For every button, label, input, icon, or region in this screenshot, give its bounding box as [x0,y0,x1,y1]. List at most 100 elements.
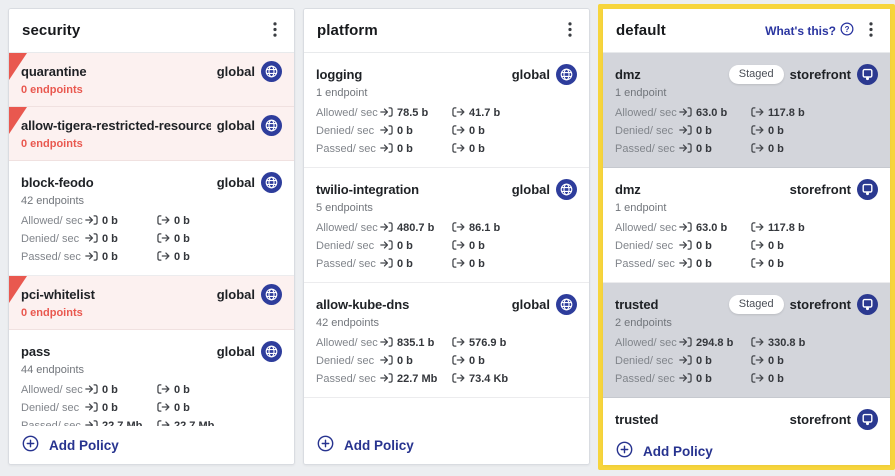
add-policy-button[interactable]: Add Policy [22,435,119,455]
policy-title-row: logging global [316,63,577,85]
ingress-icon [679,122,692,140]
stat-ingress: 0 b [85,399,157,417]
stat-egress: 0 b [751,140,878,158]
policy-title-row: dmz Staged storefront [615,63,878,85]
egress-value: 330.8 b [768,337,806,349]
policy-title-row: allow-kube-dns global [316,293,577,315]
ingress-icon [85,417,98,426]
add-policy-label: Add Policy [344,437,414,453]
ingress-value: 0 b [696,355,712,367]
ingress-icon [679,352,692,370]
policy-card[interactable]: trusted Staged storefront 2 endpoints Allowe… [603,283,890,398]
whats-this-link[interactable]: What's this?? [765,22,854,39]
stat-label: Denied/ sec [316,240,375,252]
stat-row: Passed/ sec 0 b 0 b [316,255,577,273]
policy-card[interactable]: quarantine global 0 endpoints [9,53,294,107]
ingress-icon [85,212,98,230]
scope-label: global [511,181,550,197]
scope-label: global [216,343,255,359]
ingress-icon [380,255,393,273]
policy-title-row: twilio-integration global [316,178,577,200]
stat-row: Passed/ sec 0 b 0 b [21,248,282,266]
ingress-value: 835.1 b [397,337,435,349]
stat-ingress: 22.7 Mb [85,417,157,426]
egress-icon [157,230,170,248]
policy-card[interactable]: twilio-integration global 5 endpoints Allow… [304,168,589,283]
tier-menu-button[interactable] [862,19,880,43]
ingress-icon [85,230,98,248]
policy-card[interactable]: dmz storefront 1 endpoint Allowed/ sec 63.0 … [603,168,890,283]
global-icon [261,114,282,136]
policy-card[interactable]: allow-kube-dns global 42 endpoints Allowed/… [304,283,589,398]
policy-title-row: trusted Staged storefront [615,293,878,315]
stat-egress: 0 b [452,352,577,370]
tier-cards: logging global 1 endpoint Allowed/ sec 78.5 … [304,53,589,426]
stat-label: Denied/ sec [316,355,375,367]
policy-tier-column-platform: platform logging global 1 endpoint Allowed/ … [303,8,590,465]
kebab-icon [273,21,277,40]
egress-icon [751,122,764,140]
egress-icon [751,219,764,237]
ingress-value: 0 b [397,240,413,252]
egress-icon [157,212,170,230]
egress-value: 0 b [469,240,485,252]
tier-title: platform [317,22,378,39]
policy-card[interactable]: logging global 1 endpoint Allowed/ sec 78.5 … [304,53,589,168]
stat-egress: 22.7 Mb [157,417,282,426]
stat-ingress: 0 b [85,230,157,248]
policy-card[interactable]: dmz Staged storefront 1 endpoint Allowed/ se… [603,53,890,168]
egress-value: 86.1 b [469,222,501,234]
stat-ingress: 0 b [679,255,751,273]
stat-ingress: 63.0 b [679,219,751,237]
add-policy-button[interactable]: Add Policy [317,435,414,455]
stat-egress: 0 b [751,370,878,388]
egress-icon [452,237,465,255]
policy-card[interactable]: pass global 44 endpoints Allowed/ sec 0 b 0 b… [9,330,294,426]
policy-card[interactable]: block-feodo global 42 endpoints Allowed/ se… [9,161,294,276]
egress-value: 0 b [174,215,190,227]
stat-ingress: 0 b [679,352,751,370]
policy-name: allow-kube-dns [316,296,410,312]
add-policy-button[interactable]: Add Policy [616,441,713,461]
stat-row: Passed/ sec 0 b 0 b [316,140,577,158]
egress-value: 0 b [469,125,485,137]
stat-egress: 330.8 b [751,334,878,352]
ingress-icon [679,140,692,158]
egress-icon [452,104,465,122]
stat-egress: 0 b [751,352,878,370]
tier-menu-button[interactable] [561,19,579,43]
ingress-icon [679,219,692,237]
global-icon [556,63,577,85]
egress-value: 0 b [768,125,784,137]
stat-row: Denied/ sec 0 b 0 b [615,352,878,370]
stat-egress: 117.8 b [751,219,878,237]
staged-badge: Staged [728,294,784,314]
stat-egress: 86.1 b [452,219,577,237]
egress-icon [452,370,465,388]
stat-row: Passed/ sec 22.7 Mb 73.4 Kb [316,370,577,388]
stat-label: Passed/ sec [316,143,376,155]
policy-title-row: block-feodo global [21,171,282,193]
ingress-value: 22.7 Mb [102,420,143,426]
ingress-icon [380,104,393,122]
kebab-icon [568,21,572,40]
ingress-icon [380,237,393,255]
ingress-value: 22.7 Mb [397,373,438,385]
stat-label: Passed/ sec [615,373,675,385]
policy-card[interactable]: allow-tigera-restricted-resources global 0… [9,107,294,161]
egress-icon [751,140,764,158]
tier-footer: Add Policy [9,426,294,464]
ingress-value: 0 b [397,355,413,367]
scope-label: global [216,117,255,133]
egress-value: 0 b [768,240,784,252]
tier-header: platform [304,9,589,53]
tier-header: default What's this?? [603,9,890,53]
egress-value: 41.7 b [469,107,501,119]
policy-card[interactable]: trusted storefront [603,398,890,437]
egress-value: 0 b [174,402,190,414]
tier-menu-button[interactable] [266,19,284,43]
stat-egress: 0 b [452,140,577,158]
scope-label: global [511,66,550,82]
policy-card[interactable]: pci-whitelist global 0 endpoints [9,276,294,330]
add-policy-label: Add Policy [643,443,713,459]
